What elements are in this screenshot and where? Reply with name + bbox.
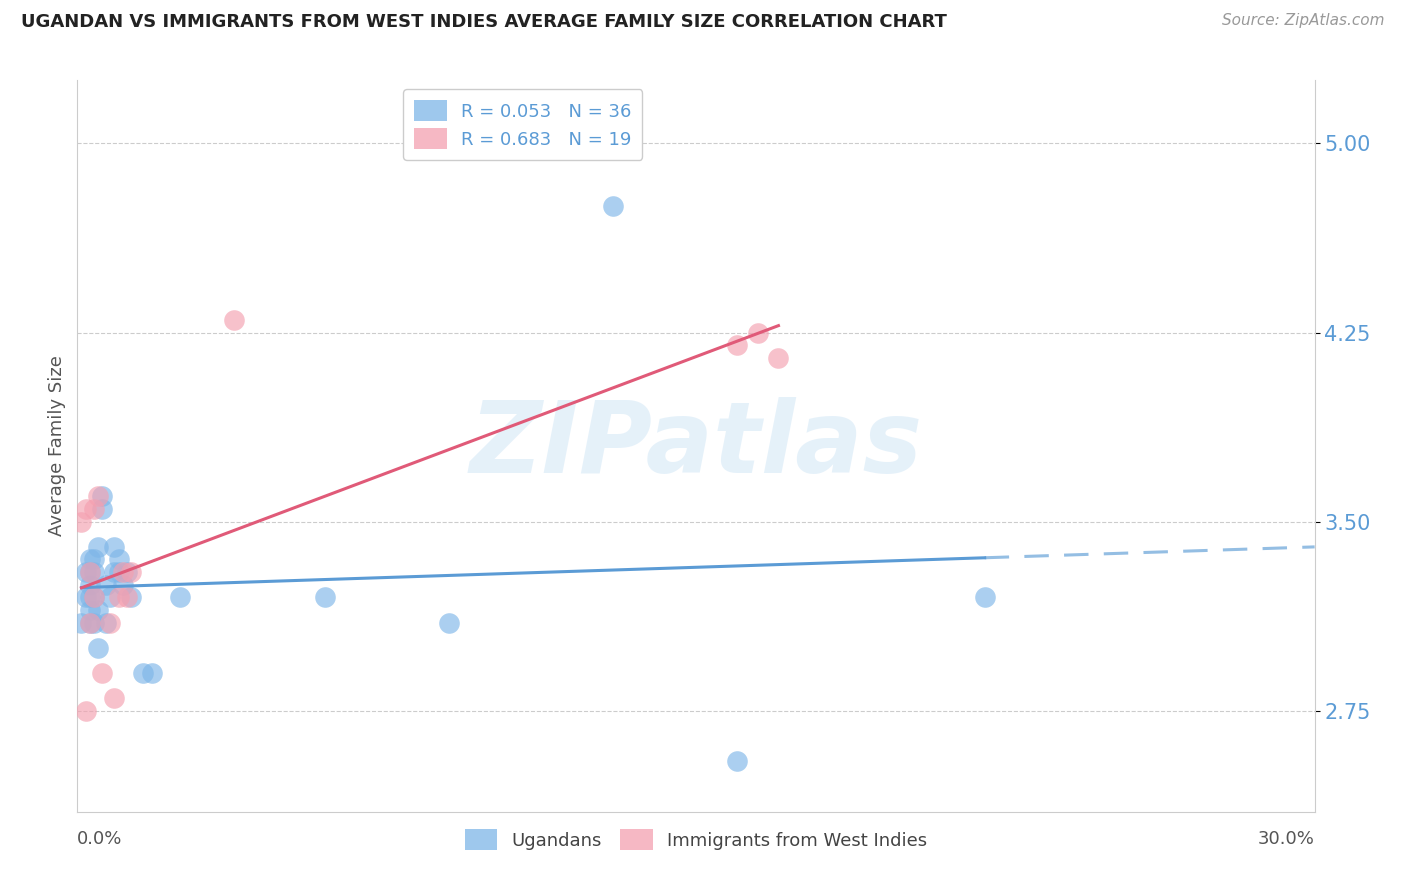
Point <box>103 565 125 579</box>
Point <box>83 502 105 516</box>
Point <box>91 502 114 516</box>
Point <box>725 754 748 768</box>
Point <box>111 565 134 579</box>
Point <box>83 565 105 579</box>
Point <box>602 199 624 213</box>
Point <box>79 565 101 579</box>
Point <box>768 351 790 365</box>
Point <box>115 565 138 579</box>
Point <box>103 691 125 706</box>
Point <box>98 615 121 630</box>
Point <box>79 615 101 630</box>
Point <box>747 326 769 340</box>
Point <box>96 578 118 592</box>
Point <box>75 565 97 579</box>
Point <box>79 565 101 579</box>
Point <box>973 591 995 605</box>
Point <box>83 615 105 630</box>
Point <box>107 565 129 579</box>
Point <box>107 552 129 566</box>
Point <box>79 603 101 617</box>
Point <box>103 540 125 554</box>
Point <box>87 490 110 504</box>
Point <box>70 515 93 529</box>
Y-axis label: Average Family Size: Average Family Size <box>48 356 66 536</box>
Point <box>107 591 129 605</box>
Point <box>75 591 97 605</box>
Point <box>725 338 748 352</box>
Point <box>79 591 101 605</box>
Point <box>70 615 93 630</box>
Text: 30.0%: 30.0% <box>1258 830 1315 848</box>
Point <box>79 578 101 592</box>
Point <box>83 591 105 605</box>
Point <box>79 552 101 566</box>
Point <box>75 502 97 516</box>
Point <box>83 552 105 566</box>
Text: 0.0%: 0.0% <box>77 830 122 848</box>
Text: Source: ZipAtlas.com: Source: ZipAtlas.com <box>1222 13 1385 29</box>
Point <box>87 540 110 554</box>
Point <box>96 615 118 630</box>
Point <box>83 591 105 605</box>
Point <box>91 665 114 680</box>
Point <box>314 591 336 605</box>
Point <box>437 615 460 630</box>
Legend: Ugandans, Immigrants from West Indies: Ugandans, Immigrants from West Indies <box>457 822 935 857</box>
Point <box>169 591 191 605</box>
Point <box>132 665 155 680</box>
Point <box>91 490 114 504</box>
Point <box>79 615 101 630</box>
Point <box>87 640 110 655</box>
Point <box>120 591 142 605</box>
Point <box>98 591 121 605</box>
Point <box>87 603 110 617</box>
Text: ZIPatlas: ZIPatlas <box>470 398 922 494</box>
Point <box>111 578 134 592</box>
Point <box>75 704 97 718</box>
Point <box>141 665 163 680</box>
Point <box>222 313 245 327</box>
Point <box>120 565 142 579</box>
Text: UGANDAN VS IMMIGRANTS FROM WEST INDIES AVERAGE FAMILY SIZE CORRELATION CHART: UGANDAN VS IMMIGRANTS FROM WEST INDIES A… <box>21 13 948 31</box>
Point <box>115 591 138 605</box>
